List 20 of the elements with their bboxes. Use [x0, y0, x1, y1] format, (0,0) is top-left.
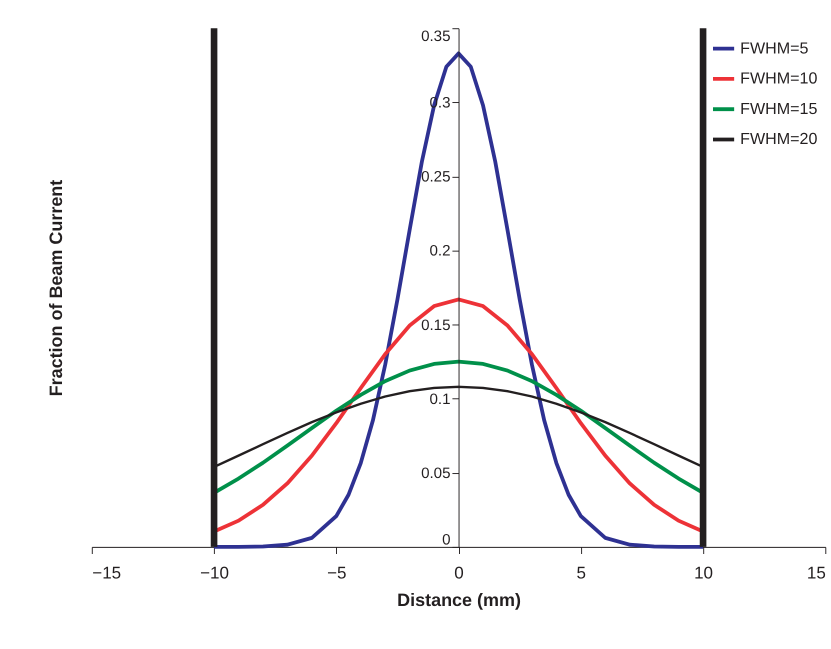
x-tick-label: −15 [92, 564, 122, 583]
legend-label: FWHM=10 [740, 70, 818, 88]
legend-label: FWHM=5 [740, 39, 809, 58]
x-tick-label: 0 [454, 564, 464, 583]
y-tick-label: 0.15 [421, 316, 451, 334]
y-tick-label: 0.1 [429, 390, 451, 408]
y-tick-label: 0 [442, 532, 451, 549]
legend-label: FWHM=20 [740, 130, 818, 148]
x-tick-label: 15 [806, 564, 826, 583]
y-tick-label: 0.35 [421, 28, 451, 46]
y-tick-label: 0.2 [429, 242, 451, 260]
legend-label: FWHM=15 [740, 100, 818, 118]
y-axis-title: Fraction of Beam Current [46, 180, 66, 396]
y-tick-label: 0.05 [421, 465, 451, 482]
x-axis-title: Distance (mm) [397, 590, 521, 610]
x-tick-label: 10 [694, 564, 714, 583]
x-tick-label: 5 [576, 564, 586, 583]
y-tick-label: 0.25 [421, 168, 451, 186]
x-tick-label: −5 [327, 564, 346, 583]
x-tick-label: −10 [200, 564, 229, 583]
